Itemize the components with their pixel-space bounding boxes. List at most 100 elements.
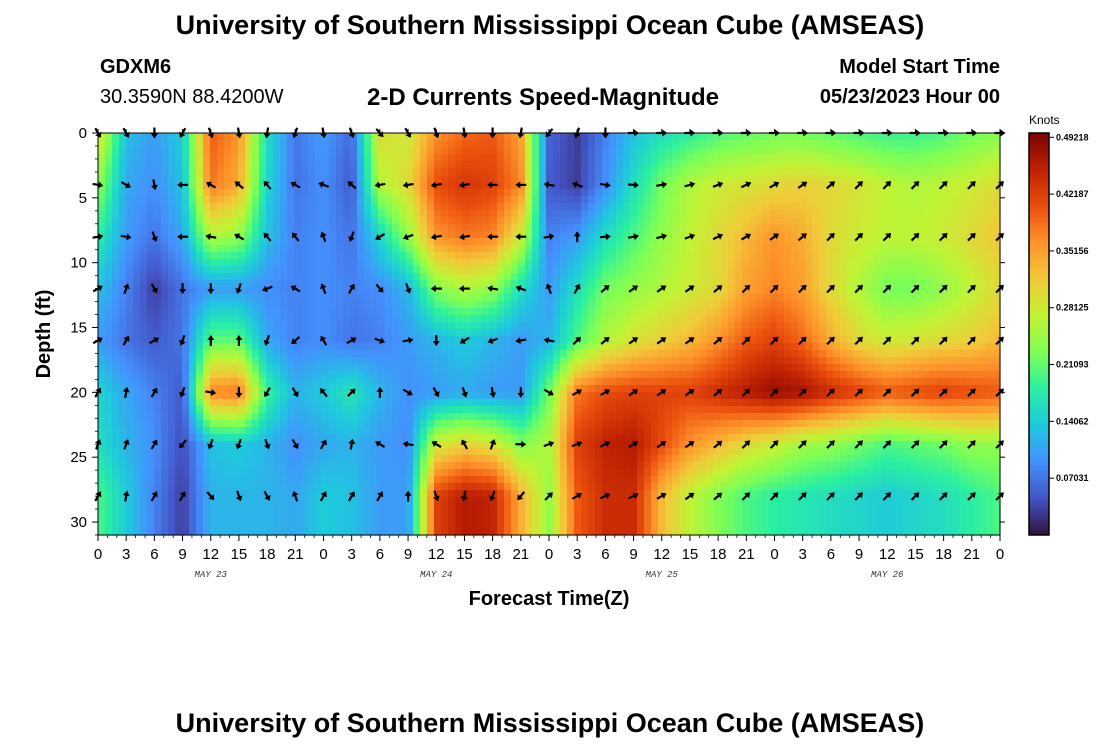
heatmap-cell: [875, 322, 883, 330]
heatmap-cell: [994, 280, 1001, 288]
heatmap-cell: [532, 196, 540, 204]
heatmap-cell: [798, 336, 806, 344]
heatmap-cell: [756, 301, 764, 309]
heatmap-cell: [455, 189, 463, 197]
heatmap-cell: [826, 161, 834, 169]
heatmap-cell: [770, 280, 778, 288]
heatmap-cell: [308, 280, 316, 288]
heatmap-cell: [693, 140, 701, 148]
heatmap-cell: [700, 294, 708, 302]
heatmap-cell: [567, 224, 575, 232]
heatmap-cell: [616, 217, 624, 225]
heatmap-cell: [147, 224, 155, 232]
heatmap-cell: [455, 280, 463, 288]
heatmap-cell: [350, 371, 358, 379]
heatmap-cell: [539, 399, 547, 407]
heatmap-cell: [728, 224, 736, 232]
heatmap-cell: [378, 238, 386, 246]
heatmap-cell: [553, 133, 561, 141]
heatmap-cell: [133, 266, 141, 274]
heatmap-cell: [770, 350, 778, 358]
heatmap-cell: [231, 140, 239, 148]
heatmap-cell: [427, 364, 435, 372]
heatmap-cell: [903, 147, 911, 155]
heatmap-cell: [434, 329, 442, 337]
heatmap-cell: [861, 350, 869, 358]
heatmap-cell: [539, 196, 547, 204]
heatmap-cell: [455, 231, 463, 239]
heatmap-cell: [350, 175, 358, 183]
heatmap-cell: [343, 378, 351, 386]
heatmap-cell: [126, 140, 134, 148]
heatmap-cell: [112, 217, 120, 225]
heatmap-cell: [889, 147, 897, 155]
heatmap-cell: [686, 301, 694, 309]
heatmap-cell: [294, 322, 302, 330]
heatmap-cell: [294, 245, 302, 253]
heatmap-cell: [875, 182, 883, 190]
heatmap-cell: [721, 189, 729, 197]
heatmap-cell: [420, 399, 428, 407]
heatmap-cell: [448, 231, 456, 239]
heatmap-cell: [105, 154, 113, 162]
heatmap-cell: [182, 371, 190, 379]
heatmap-cell: [581, 378, 589, 386]
heatmap-cell: [266, 266, 274, 274]
heatmap-cell: [532, 217, 540, 225]
heatmap-cell: [735, 280, 743, 288]
heatmap-cell: [371, 168, 379, 176]
heatmap-cell: [728, 392, 736, 400]
heatmap-cell: [336, 224, 344, 232]
heatmap-cell: [140, 336, 148, 344]
heatmap-cell: [371, 378, 379, 386]
heatmap-cell: [196, 189, 204, 197]
heatmap-cell: [245, 210, 253, 218]
heatmap-cell: [161, 266, 169, 274]
heatmap-cell: [763, 322, 771, 330]
heatmap-cell: [105, 182, 113, 190]
heatmap-cell: [693, 189, 701, 197]
heatmap-cell: [504, 161, 512, 169]
heatmap-cell: [602, 308, 610, 316]
heatmap-cell: [980, 189, 988, 197]
heatmap-cell: [763, 378, 771, 386]
heatmap-cell: [133, 322, 141, 330]
heatmap-cell: [504, 252, 512, 260]
heatmap-cell: [798, 385, 806, 393]
heatmap-cell: [511, 315, 519, 323]
heatmap-cell: [630, 301, 638, 309]
heatmap-cell: [665, 294, 673, 302]
heatmap-cell: [560, 315, 568, 323]
heatmap-cell: [728, 245, 736, 253]
heatmap-cell: [609, 273, 617, 281]
heatmap-cell: [560, 210, 568, 218]
heatmap-cell: [931, 252, 939, 260]
heatmap-cell: [175, 364, 183, 372]
heatmap-cell: [595, 399, 603, 407]
heatmap-cell: [126, 308, 134, 316]
heatmap-cell: [742, 364, 750, 372]
heatmap-cell: [196, 399, 204, 407]
heatmap-cell: [651, 182, 659, 190]
heatmap-cell: [511, 224, 519, 232]
heatmap-cell: [714, 287, 722, 295]
heatmap-cell: [560, 287, 568, 295]
heatmap-cell: [392, 217, 400, 225]
heatmap-cell: [504, 224, 512, 232]
heatmap-cell: [602, 161, 610, 169]
heatmap-cell: [161, 196, 169, 204]
heatmap-cell: [777, 371, 785, 379]
heatmap-cell: [427, 385, 435, 393]
heatmap-cell: [868, 294, 876, 302]
heatmap-cell: [294, 350, 302, 358]
heatmap-cell: [245, 168, 253, 176]
heatmap-cell: [525, 350, 533, 358]
heatmap-cell: [161, 399, 169, 407]
heatmap-cell: [147, 378, 155, 386]
heatmap-cell: [910, 350, 918, 358]
heatmap-cell: [714, 392, 722, 400]
heatmap-cell: [259, 154, 267, 162]
heatmap-cell: [413, 280, 421, 288]
heatmap-cell: [686, 399, 694, 407]
heatmap-cell: [742, 168, 750, 176]
